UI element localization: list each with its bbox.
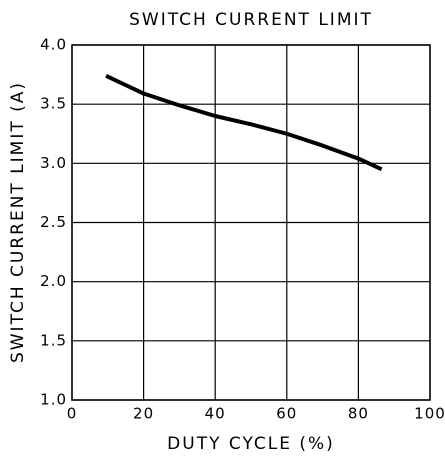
data-line [105,73,383,172]
x-tick-label: 100 [414,405,445,423]
y-tick-label: 3.0 [40,154,67,172]
y-tick-label: 1.5 [40,331,67,349]
x-tick-label: 0 [67,405,78,423]
y-axis-label: SWITCH CURRENT LIMIT (A) [8,81,28,363]
y-tick-label: 2.0 [40,272,67,290]
y-tick-label: 2.5 [40,213,67,231]
x-tick-label: 60 [276,405,297,423]
chart-title: SWITCH CURRENT LIMIT [129,10,373,30]
y-tick-label: 3.5 [40,95,67,113]
y-tick-label: 4.0 [40,36,67,54]
x-axis-label: DUTY CYCLE (%) [167,434,335,454]
x-tick-label: 80 [348,405,369,423]
x-tick-label: 20 [133,405,154,423]
y-tick-label: 1.0 [40,391,67,409]
x-tick-label: 40 [205,405,226,423]
plot-frame [71,44,431,401]
